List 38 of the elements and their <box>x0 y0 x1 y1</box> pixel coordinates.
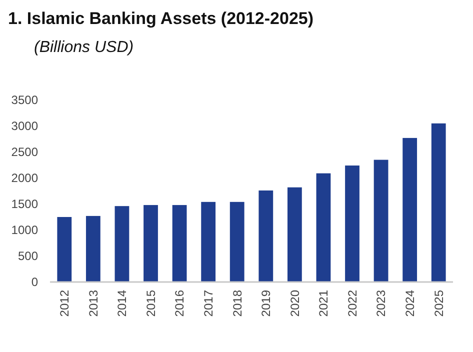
bar <box>287 187 302 282</box>
y-tick-label: 0 <box>31 275 38 290</box>
y-tick-label: 500 <box>18 249 38 264</box>
bar <box>431 123 446 282</box>
x-tick-label: 2014 <box>115 290 130 317</box>
y-tick-label: 1000 <box>11 223 38 238</box>
bar <box>201 202 216 282</box>
y-tick-label: 2500 <box>11 145 38 160</box>
x-tick-label: 2012 <box>58 290 72 317</box>
bar <box>86 216 100 282</box>
x-tick-label: 2018 <box>230 290 244 317</box>
x-tick-label: 2023 <box>374 290 388 317</box>
x-tick-label: 2015 <box>144 290 158 317</box>
bar <box>345 166 360 282</box>
x-tick-label: 2016 <box>172 290 187 317</box>
x-tick-label: 2020 <box>288 290 302 317</box>
bar <box>402 138 418 282</box>
bar <box>374 160 388 282</box>
bar <box>57 217 72 282</box>
bar <box>114 206 130 282</box>
x-tick-label: 2013 <box>86 290 100 317</box>
x-tick-label: 2025 <box>432 290 446 317</box>
x-tick-label: 2022 <box>345 290 360 317</box>
y-tick-label: 3000 <box>11 119 38 134</box>
x-tick-label: 2019 <box>259 290 274 317</box>
bar <box>258 190 274 282</box>
y-tick-label: 2000 <box>11 171 38 186</box>
bar <box>144 205 158 282</box>
chart-subtitle: (Billions USD) <box>34 39 134 56</box>
bar <box>230 202 244 282</box>
y-tick-label: 1500 <box>11 197 38 212</box>
y-tick-label: 3500 <box>11 93 38 108</box>
chart-title: 1. Islamic Banking Assets (2012-2025) <box>8 9 314 28</box>
x-tick-label: 2021 <box>316 290 331 317</box>
x-tick-label: 2017 <box>202 290 216 317</box>
x-tick-label: 2024 <box>403 290 418 317</box>
bar <box>316 173 331 282</box>
bar <box>172 205 187 282</box>
